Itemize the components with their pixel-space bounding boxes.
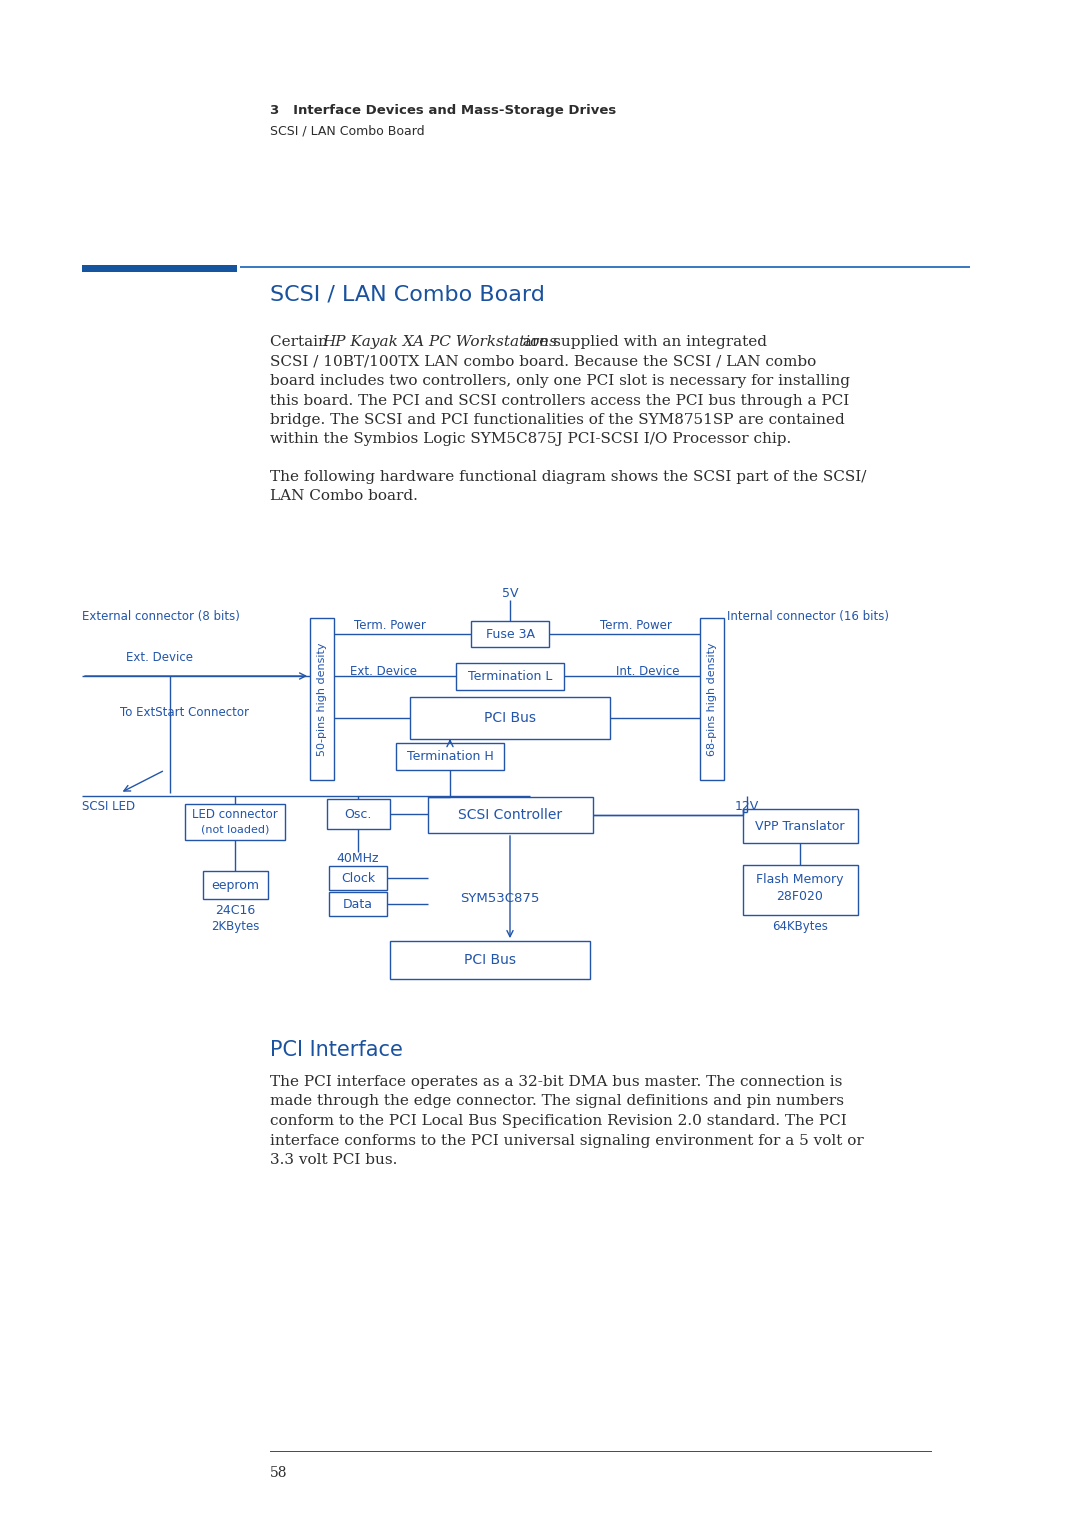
Text: Flash Memory: Flash Memory [756, 874, 843, 886]
Text: this board. The PCI and SCSI controllers access the PCI bus through a PCI: this board. The PCI and SCSI controllers… [270, 394, 849, 408]
Text: Ext. Device: Ext. Device [126, 651, 193, 665]
Text: 28F020: 28F020 [777, 891, 823, 903]
Text: conform to the PCI Local Bus Specification Revision 2.0 standard. The PCI: conform to the PCI Local Bus Specificati… [270, 1114, 847, 1128]
Text: Term. Power: Term. Power [354, 619, 426, 633]
Text: board includes two controllers, only one PCI slot is necessary for installing: board includes two controllers, only one… [270, 374, 850, 388]
Text: External connector (8 bits): External connector (8 bits) [82, 610, 240, 623]
Text: To ExtStart Connector: To ExtStart Connector [120, 706, 249, 720]
Text: SCSI / LAN Combo Board: SCSI / LAN Combo Board [270, 284, 545, 304]
Text: VPP Translator: VPP Translator [755, 819, 845, 833]
Bar [310, 617, 334, 779]
Text: Int. Device: Int. Device [617, 665, 679, 678]
Bar [396, 743, 504, 770]
Text: 68-pins high density: 68-pins high density [707, 642, 717, 756]
Text: (not loaded): (not loaded) [201, 825, 269, 834]
Text: Clock: Clock [341, 871, 375, 885]
Text: LED connector: LED connector [192, 808, 278, 822]
Bar [185, 804, 285, 840]
Text: LAN Combo board.: LAN Combo board. [270, 489, 418, 504]
Bar [240, 266, 970, 267]
Text: Certain: Certain [270, 335, 333, 348]
Text: bridge. The SCSI and PCI functionalities of the SYM8751SP are contained: bridge. The SCSI and PCI functionalities… [270, 413, 845, 426]
Text: made through the edge connector. The signal definitions and pin numbers: made through the edge connector. The sig… [270, 1094, 843, 1108]
Text: 5V: 5V [502, 587, 518, 601]
Text: SCSI Controller: SCSI Controller [458, 808, 562, 822]
Bar [203, 871, 268, 898]
Text: 50-pins high density: 50-pins high density [318, 642, 327, 756]
Bar [82, 264, 237, 272]
Text: Internal connector (16 bits): Internal connector (16 bits) [727, 610, 889, 623]
Text: HP Kayak XA PC Workstations: HP Kayak XA PC Workstations [322, 335, 557, 348]
Bar [456, 663, 564, 689]
Bar [410, 697, 610, 740]
Bar [428, 798, 593, 833]
Text: eeprom: eeprom [211, 879, 259, 891]
Bar [743, 865, 858, 915]
Bar [326, 799, 390, 830]
Text: PCI Interface: PCI Interface [270, 1041, 403, 1060]
Text: The PCI interface operates as a 32-bit DMA bus master. The connection is: The PCI interface operates as a 32-bit D… [270, 1076, 842, 1089]
Text: The following hardware functional diagram shows the SCSI part of the SCSI/: The following hardware functional diagra… [270, 471, 866, 484]
Text: Termination H: Termination H [407, 750, 494, 762]
Text: 3.3 volt PCI bus.: 3.3 volt PCI bus. [270, 1154, 397, 1167]
Text: Ext. Device: Ext. Device [350, 665, 417, 678]
Text: SCSI / 10BT/100TX LAN combo board. Because the SCSI / LAN combo: SCSI / 10BT/100TX LAN combo board. Becau… [270, 354, 816, 368]
Text: within the Symbios Logic SYM5C875J PCI-SCSI I/O Processor chip.: within the Symbios Logic SYM5C875J PCI-S… [270, 432, 792, 446]
Text: PCI Bus: PCI Bus [464, 953, 516, 967]
Bar [743, 808, 858, 843]
Text: SYM53C875: SYM53C875 [460, 892, 540, 905]
Text: 12V: 12V [735, 801, 759, 813]
Text: are supplied with an integrated: are supplied with an integrated [518, 335, 767, 348]
Text: Fuse 3A: Fuse 3A [486, 628, 535, 640]
Text: Term. Power: Term. Power [600, 619, 672, 633]
Bar [329, 892, 387, 915]
Text: 40MHz: 40MHz [337, 853, 379, 865]
Text: 2KBytes: 2KBytes [211, 920, 259, 934]
Text: Termination L: Termination L [468, 669, 552, 683]
Bar [700, 617, 724, 779]
Text: SCSI LED: SCSI LED [82, 801, 135, 813]
Text: SCSI / LAN Combo Board: SCSI / LAN Combo Board [270, 124, 424, 138]
Bar [390, 941, 590, 979]
Bar [329, 866, 387, 889]
Text: interface conforms to the PCI universal signaling environment for a 5 volt or: interface conforms to the PCI universal … [270, 1134, 864, 1148]
Text: 58: 58 [270, 1465, 287, 1481]
Text: Osc.: Osc. [345, 807, 372, 821]
Text: Data: Data [343, 897, 373, 911]
Bar [471, 620, 549, 646]
Text: 24C16: 24C16 [215, 905, 255, 917]
Text: 3   Interface Devices and Mass-Storage Drives: 3 Interface Devices and Mass-Storage Dri… [270, 104, 617, 118]
Text: PCI Bus: PCI Bus [484, 711, 536, 724]
Text: 64KBytes: 64KBytes [772, 920, 828, 934]
